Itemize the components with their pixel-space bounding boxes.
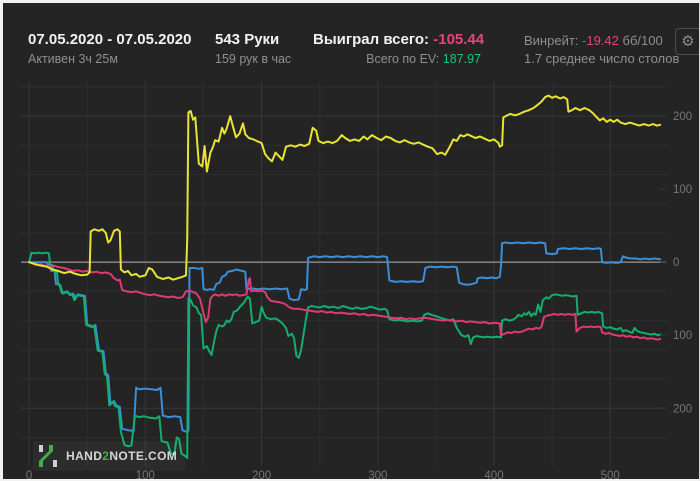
settings-button[interactable]: ⚙ xyxy=(675,28,699,55)
active-time: Активен 3ч 25м xyxy=(28,52,118,66)
winrate: Винрейт: -19.42 бб/100 xyxy=(524,33,663,48)
won-total-value: -105.44 xyxy=(433,31,485,48)
logo-text: HAND2NOTE.COM xyxy=(66,449,178,463)
won-total: Выиграл всего: -105.44 xyxy=(313,31,485,48)
ev-total: Всего по EV: 187.97 xyxy=(366,52,481,66)
winrate-group: Винрейт: -19.42 бб/100 1.7 среднее число… xyxy=(524,32,679,68)
svg-text:400: 400 xyxy=(484,470,503,481)
svg-text:200: 200 xyxy=(673,111,692,123)
svg-text:100: 100 xyxy=(673,184,692,196)
svg-text:500: 500 xyxy=(601,470,620,481)
winrate-value: -19.42 xyxy=(582,33,619,48)
ev-total-value: 187.97 xyxy=(442,52,481,66)
svg-text:0: 0 xyxy=(26,470,32,481)
winnings-group: Выиграл всего: -105.44 Всего по EV: 187.… xyxy=(313,30,485,68)
hands-per-hour: 159 рук в час xyxy=(215,52,292,66)
hands-count: 543 Руки xyxy=(215,31,280,48)
svg-text:200: 200 xyxy=(673,403,692,415)
svg-text:100: 100 xyxy=(673,330,692,342)
svg-text:100: 100 xyxy=(136,470,155,481)
svg-text:300: 300 xyxy=(368,470,387,481)
session-graph: 200 100 0 100 200 0 100 200 300 400 500 xyxy=(21,81,692,481)
svg-text:200: 200 xyxy=(252,470,271,481)
session-header: 07.05.2020 - 07.05.2020 Активен 3ч 25м 5… xyxy=(3,3,699,81)
session-graph-area: 200 100 0 100 200 0 100 200 300 400 500 HAND2NOTE.… xyxy=(3,3,699,481)
hands-group: 543 Руки 159 рук в час xyxy=(215,30,291,68)
hand2note-logo-icon xyxy=(39,445,57,467)
hand2note-logo: HAND2NOTE.COM xyxy=(33,441,186,471)
avg-tables: 1.7 среднее число столов xyxy=(524,51,680,66)
svg-text:0: 0 xyxy=(673,257,679,269)
date-range: 07.05.2020 - 07.05.2020 xyxy=(28,31,192,48)
gear-icon: ⚙ xyxy=(681,33,695,50)
date-range-group: 07.05.2020 - 07.05.2020 Активен 3ч 25м xyxy=(28,30,191,68)
